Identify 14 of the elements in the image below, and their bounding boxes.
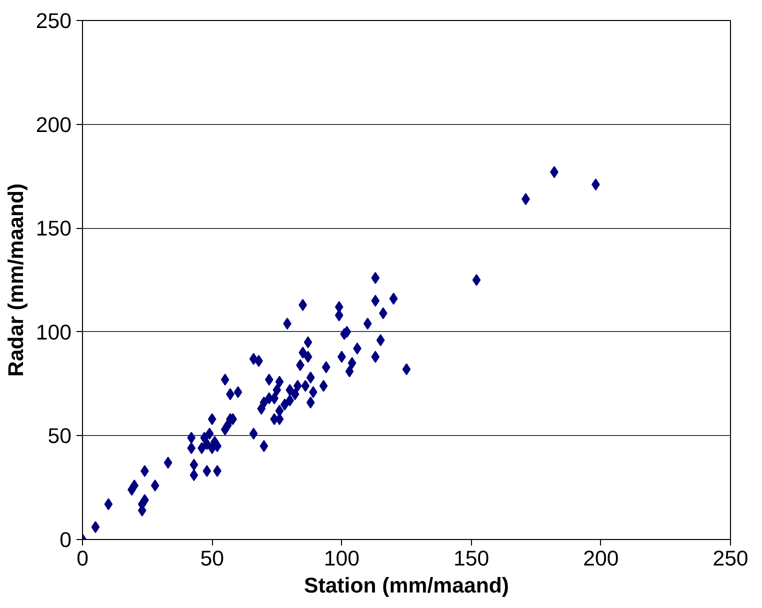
x-tick-label: 0 <box>76 546 89 570</box>
x-tick-label: 50 <box>200 546 224 570</box>
y-tick-label: 200 <box>36 112 72 137</box>
x-tick-label: 100 <box>324 546 360 570</box>
y-tick-label: 150 <box>36 216 72 241</box>
x-tick-label: 150 <box>454 546 490 570</box>
x-tick-label: 250 <box>712 546 748 570</box>
x-axis-title: Station (mm/maand) <box>304 574 510 598</box>
y-tick-label: 50 <box>48 424 72 448</box>
y-tick-label: 100 <box>36 320 72 344</box>
y-axis-title: Radar (mm/maand) <box>4 183 28 377</box>
y-tick-label: 0 <box>60 528 72 552</box>
y-tick-label: 250 <box>36 9 72 33</box>
x-tick-label: 200 <box>583 546 619 570</box>
